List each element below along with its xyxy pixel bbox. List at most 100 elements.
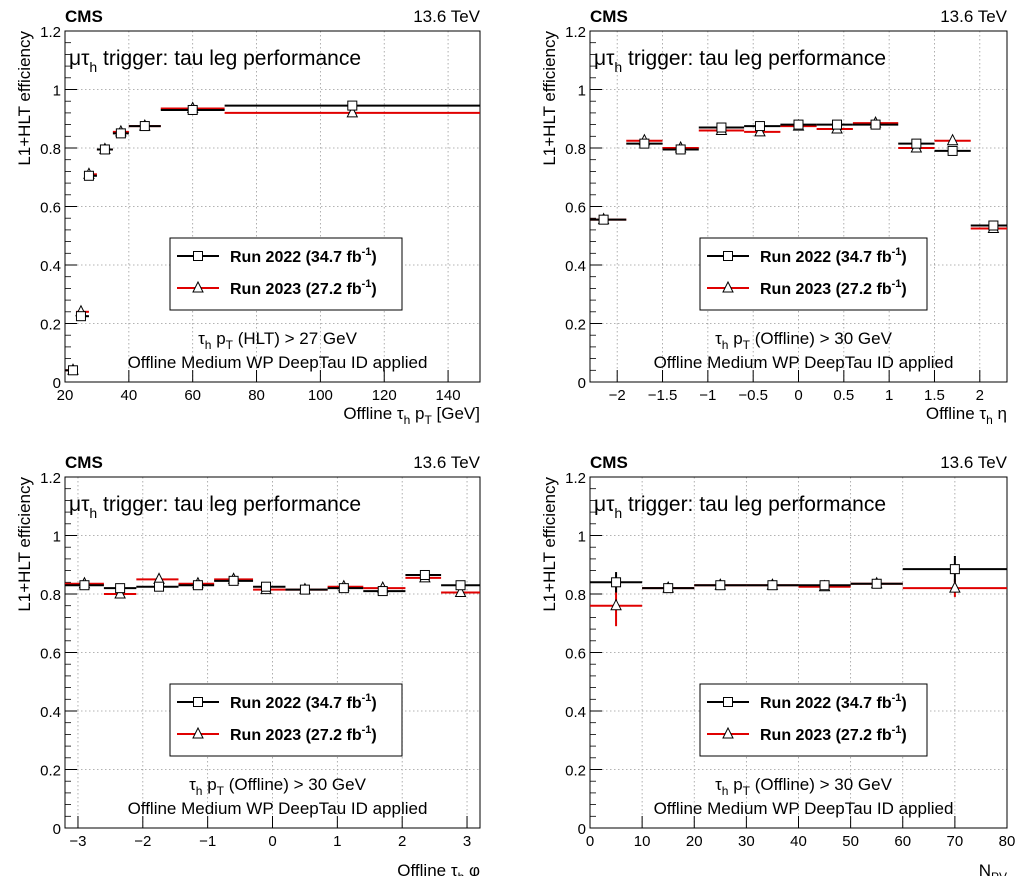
y-tick-label: 1	[578, 83, 586, 100]
x-tick-label: 2	[398, 833, 406, 850]
id-text: Offline Medium WP DeepTau ID applied	[128, 353, 428, 372]
x-tick-label: 140	[436, 387, 461, 404]
data-point-2022	[187, 104, 198, 115]
x-tick-label: 3	[463, 833, 471, 850]
data-point-2022	[261, 581, 272, 592]
y-tick-label: 0.4	[565, 704, 586, 721]
data-point-2022	[338, 583, 349, 594]
y-tick-label: 0.8	[565, 141, 586, 158]
cms-label: CMS	[590, 7, 628, 26]
energy-label: 13.6 TeV	[940, 7, 1007, 26]
data-point-2022	[139, 121, 150, 132]
id-text: Offline Medium WP DeepTau ID applied	[654, 353, 954, 372]
legend-label: Run 2023 (27.2 fb-1)	[760, 278, 907, 298]
y-tick-label: 0.8	[40, 587, 61, 604]
data-point-2022	[870, 119, 881, 130]
data-point-2023	[346, 105, 359, 118]
data-point-2022	[988, 220, 999, 231]
legend-marker-triangle	[192, 726, 204, 739]
data-point-2022	[639, 138, 650, 149]
x-tick-label: −2	[134, 833, 151, 850]
data-point-2022	[154, 581, 165, 592]
x-tick-label: 50	[842, 833, 859, 850]
y-tick-label: 1.2	[40, 24, 61, 41]
data-point-2022	[228, 575, 239, 586]
data-point-2022	[192, 580, 203, 591]
data-point-2023	[949, 581, 961, 593]
data-point-2022	[819, 580, 830, 591]
x-tick-label: 1.5	[924, 387, 945, 404]
data-point-2022	[347, 100, 358, 111]
x-tick-label: 80	[248, 387, 265, 404]
y-tick-label: 0.6	[40, 200, 61, 217]
panel-4: 0 0.2 0.4 0.6 0.8 1 1.2 0 10 20 30 40 50 60 70 80 NPV L1+…	[540, 453, 1015, 876]
data-point-2023	[610, 598, 622, 611]
data-point-2022	[79, 580, 90, 591]
data-point-2022	[455, 580, 466, 591]
y-tick-label: 0.4	[40, 704, 61, 721]
trigger-title: μτh trigger: tau leg performance	[594, 493, 886, 521]
y-tick-label: 0	[578, 375, 586, 392]
id-text: Offline Medium WP DeepTau ID applied	[128, 799, 428, 818]
legend-marker-square	[723, 251, 733, 261]
data-point-2023	[454, 585, 467, 598]
x-tick-label: −1	[699, 387, 716, 404]
data-point-2022	[377, 586, 388, 597]
cut-label: τh pT (Offline) > 30 GeV	[715, 329, 892, 352]
x-tick-label: −0.5	[738, 387, 768, 404]
legend-marker-triangle	[722, 280, 734, 293]
data-point-2022	[911, 138, 922, 149]
x-tick-label: 120	[372, 387, 397, 404]
x-tick-label: 60	[184, 387, 201, 404]
data-point-2022	[75, 311, 86, 322]
id-text: Offline Medium WP DeepTau ID applied	[654, 799, 954, 818]
energy-label: 13.6 TeV	[413, 453, 480, 472]
legend-marker-square	[193, 697, 203, 707]
data-point-2022	[611, 577, 622, 588]
legend-marker-triangle	[192, 280, 204, 293]
x-tick-label: 20	[686, 833, 703, 850]
y-tick-label: 0.2	[565, 763, 586, 780]
legend-marker-square	[193, 251, 203, 261]
data-point-2022	[767, 580, 778, 591]
y-tick-label: 1	[53, 83, 61, 100]
legend-box	[699, 237, 928, 311]
x-tick-label: 2	[976, 387, 984, 404]
y-tick-label: 1	[578, 529, 586, 546]
y-tick-label: 0.8	[565, 587, 586, 604]
data-point-2022	[115, 128, 126, 139]
y-tick-label: 0.4	[565, 258, 586, 275]
y-tick-label: 0.6	[565, 200, 586, 217]
x-tick-label: −2	[609, 387, 626, 404]
trigger-title: μτh trigger: tau leg performance	[69, 493, 361, 521]
cut-label: τh pT (Offline) > 30 GeV	[189, 775, 366, 798]
data-point-2022	[715, 580, 726, 591]
legend-label: Run 2022 (34.7 fb-1)	[760, 246, 907, 266]
data-point-2022	[115, 583, 126, 594]
x-tick-label: 30	[738, 833, 755, 850]
legend-label: Run 2023 (27.2 fb-1)	[230, 278, 377, 298]
x-axis-label: Offline τh η	[926, 404, 1007, 427]
x-tick-label: 70	[947, 833, 964, 850]
x-tick-label: 1	[333, 833, 341, 850]
data-point-2022	[793, 119, 804, 130]
y-axis-label: L1+HLT efficiency	[540, 477, 559, 612]
x-tick-label: 40	[790, 833, 807, 850]
data-point-2022	[419, 569, 430, 580]
x-tick-label: 0	[268, 833, 276, 850]
cms-label: CMS	[65, 453, 103, 472]
x-tick-label: −3	[69, 833, 86, 850]
y-tick-label: 1.2	[40, 470, 61, 487]
y-tick-label: 0.2	[40, 763, 61, 780]
data-point-2022	[947, 145, 958, 156]
data-point-2022	[754, 121, 765, 132]
data-point-2022	[871, 578, 882, 589]
legend-box	[169, 237, 403, 311]
x-tick-label: 20	[57, 387, 74, 404]
legend-label: Run 2023 (27.2 fb-1)	[760, 724, 907, 744]
y-tick-label: 0.8	[40, 141, 61, 158]
x-tick-label: 60	[894, 833, 911, 850]
x-tick-label: 10	[634, 833, 651, 850]
panel-1: 00.20.40.60.811.220 40 60 80 100 120 140Offlin…	[15, 7, 481, 427]
